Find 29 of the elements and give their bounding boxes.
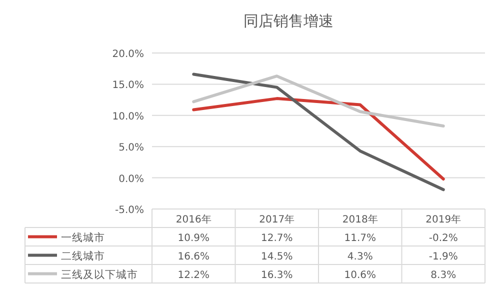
- data-label: 16.6%: [178, 251, 210, 262]
- line-series: [192, 97, 445, 181]
- x-tick-label: 2019年: [426, 213, 462, 226]
- y-tick-label: 0.0%: [118, 174, 144, 185]
- line-series: [192, 72, 445, 192]
- data-label: 11.7%: [344, 232, 376, 244]
- data-label: 4.3%: [347, 251, 373, 262]
- y-tick-label: 15.0%: [112, 80, 144, 92]
- data-label: 12.2%: [178, 270, 210, 281]
- data-label: -0.2%: [428, 232, 458, 244]
- legend-label: 三线及以下城市: [61, 268, 138, 281]
- legend-label: 一线城市: [61, 230, 105, 244]
- chart-title: 同店销售增速: [244, 12, 334, 30]
- data-label: 12.7%: [260, 232, 293, 244]
- data-label: 10.9%: [178, 232, 210, 244]
- data-label: 14.5%: [260, 251, 293, 262]
- x-tick-label: 2018年: [342, 213, 378, 226]
- data-label: 10.6%: [344, 270, 376, 281]
- y-tick-label: -5.0%: [114, 205, 144, 216]
- data-label: 16.3%: [260, 270, 293, 281]
- y-tick-label: 5.0%: [118, 142, 144, 154]
- x-tick-label: 2016年: [176, 213, 212, 226]
- legend-label: 二线城市: [61, 249, 105, 262]
- x-tick-label: 2017年: [259, 213, 295, 226]
- data-label: -1.9%: [428, 251, 458, 262]
- y-tick-label: 20.0%: [112, 49, 144, 60]
- line-series: [192, 74, 445, 128]
- y-tick-label: 10.0%: [112, 111, 144, 122]
- data-label: 8.3%: [430, 270, 456, 281]
